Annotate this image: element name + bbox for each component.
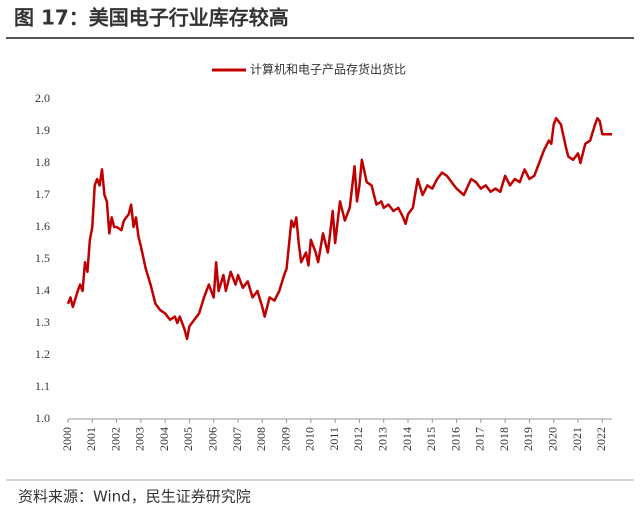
y-tick-label: 1.4 (35, 283, 50, 297)
x-tick-label: 2019 (521, 427, 535, 451)
x-tick-label: 2003 (133, 427, 147, 451)
x-tick-label: 2021 (570, 427, 584, 451)
x-tick-label: 2005 (181, 427, 195, 451)
x-tick-label: 2014 (400, 427, 414, 451)
x-tick-label: 2020 (545, 427, 559, 451)
x-tick-label: 2001 (84, 427, 98, 451)
x-tick-label: 2013 (375, 427, 389, 451)
legend-label: 计算机和电子产品存货出货比 (250, 62, 406, 77)
x-tick-label: 2016 (448, 427, 462, 451)
chart-title: 图 17：美国电子行业库存较高 (14, 6, 289, 30)
x-tick-label: 2022 (594, 427, 608, 451)
y-tick-label: 2.0 (35, 91, 50, 105)
y-tick-label: 1.6 (35, 219, 50, 233)
x-tick-label: 2012 (351, 427, 365, 451)
y-tick-label: 1.3 (35, 315, 50, 329)
x-tick-label: 2018 (497, 427, 511, 451)
y-tick-label: 1.8 (35, 155, 50, 169)
x-tick-label: 2006 (205, 427, 219, 451)
series-line (66, 116, 612, 341)
x-tick-label: 2004 (157, 427, 171, 451)
x-tick-label: 2011 (327, 427, 341, 451)
source-note: 资料来源：Wind，民生证券研究院 (18, 488, 251, 506)
y-tick-label: 1.9 (35, 123, 50, 137)
x-tick-label: 2010 (303, 427, 317, 451)
y-tick-label: 1.7 (35, 187, 50, 201)
y-tick-label: 1.1 (35, 379, 50, 393)
x-tick-label: 2017 (473, 427, 487, 451)
x-tick-label: 2009 (278, 427, 292, 451)
x-tick-label: 2002 (108, 427, 122, 451)
y-tick-label: 1.5 (35, 251, 50, 265)
x-tick-label: 2015 (424, 427, 438, 451)
y-tick-label: 1.0 (35, 411, 50, 425)
y-tick-label: 1.2 (35, 347, 50, 361)
x-tick-label: 2000 (60, 427, 74, 451)
x-tick-label: 2007 (230, 427, 244, 451)
x-tick-label: 2008 (254, 427, 268, 451)
